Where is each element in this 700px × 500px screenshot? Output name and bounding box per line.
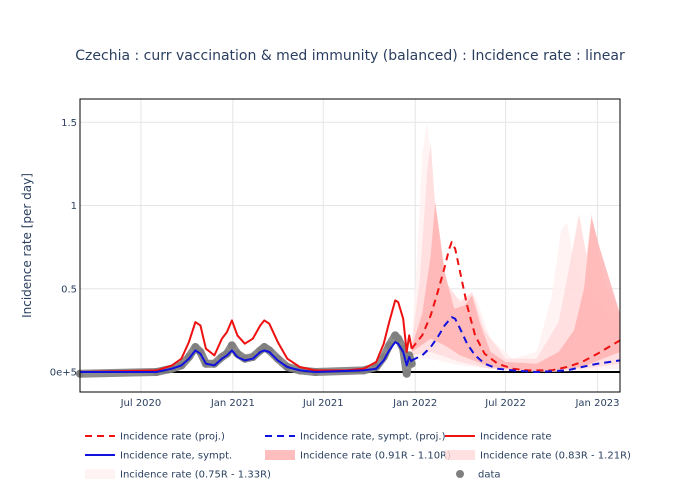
legend-label-3: Incidence rate, sympt.: [120, 451, 232, 462]
legend-label-4: Incidence rate (0.91R - 1.10R): [300, 451, 451, 462]
data-marker-6: [196, 348, 205, 357]
data-marker-11: [227, 341, 236, 350]
legend-label-7: data: [478, 470, 501, 481]
chart-title: Czechia : curr vaccination & med immunit…: [75, 48, 625, 64]
x-tick-label-1: Jan 2021: [210, 398, 255, 409]
y-tick-label-3: 1.5: [61, 118, 77, 129]
data-marker-5: [191, 343, 200, 352]
legend-swatch-5: [445, 450, 475, 460]
plot-area: [76, 98, 621, 393]
series-line-2: [79, 299, 413, 373]
confidence-bands: [411, 122, 620, 372]
plot-frame: [79, 98, 621, 393]
series-line-3: [80, 341, 413, 373]
legend-label-5: Incidence rate (0.83R - 1.21R): [480, 451, 631, 462]
legend-label-2: Incidence rate: [480, 432, 552, 443]
y-axis-ticks: 0e+5 0.5 1 1.5: [50, 118, 77, 379]
series-line-1: [411, 316, 621, 373]
y-tick-label-0: 0e+5: [50, 368, 77, 379]
x-tick-label-5: Jan 2023: [574, 398, 619, 409]
legend: Incidence rate (proj.) Incidence rate, sy…: [85, 432, 631, 481]
x-tick-label-0: Jul 2020: [120, 398, 162, 409]
legend-swatch-7: [456, 470, 464, 478]
y-tick-label-1: 0.5: [61, 284, 77, 295]
x-tick-label-4: Jul 2022: [484, 398, 526, 409]
y-axis-title: Incidence rate [per day]: [20, 173, 34, 318]
band-2: [411, 202, 620, 371]
series-lines: [79, 241, 621, 373]
data-marker-30: [405, 351, 414, 360]
x-axis-ticks: Jul 2020 Jan 2021 Jul 2021 Jan 2022 Jul 2022…: [120, 398, 620, 409]
data-marker-29: [402, 369, 411, 378]
series-line-0: [410, 241, 621, 372]
legend-label-1: Incidence rate, sympt. (proj.): [300, 432, 446, 443]
legend-label-6: Incidence rate (0.75R - 1.33R): [120, 470, 271, 481]
x-tick-label-2: Jul 2021: [302, 398, 344, 409]
data-marker-27: [394, 334, 403, 343]
legend-swatch-4: [265, 450, 295, 460]
y-tick-label-2: 1: [71, 201, 77, 212]
data-marker-31: [407, 359, 416, 368]
legend-swatch-6: [85, 469, 115, 479]
x-tick-label-3: Jan 2022: [392, 398, 437, 409]
legend-label-0: Incidence rate (proj.): [120, 432, 225, 443]
plot-background: [80, 99, 620, 392]
